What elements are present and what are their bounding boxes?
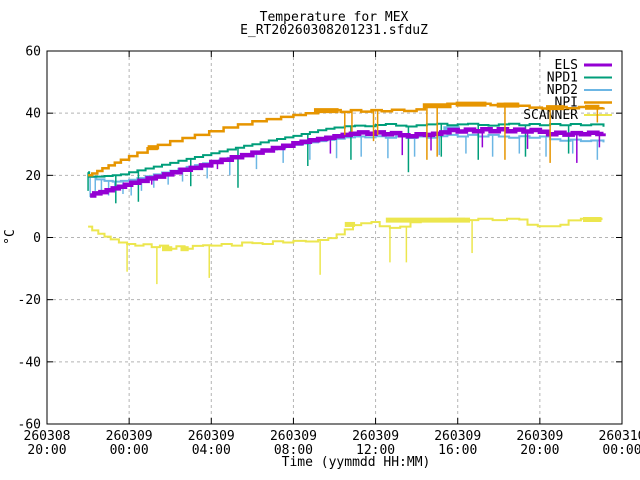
x-axis-label: Time (yymmdd HH:MM) — [282, 455, 431, 470]
legend-label-els: ELS — [555, 58, 578, 73]
x-tick-label-time: 20:00 — [520, 443, 559, 458]
x-tick-label-date: 260309 — [270, 429, 317, 444]
x-tick-label-date: 260309 — [188, 429, 235, 444]
x-tick-label-date: 260309 — [352, 429, 399, 444]
x-tick-label-date: 260309 — [434, 429, 481, 444]
chart-title: Temperature for MEX — [260, 10, 409, 25]
y-tick-label: 20 — [25, 169, 41, 184]
x-tick-label-date: 260309 — [106, 429, 153, 444]
x-tick-label-time: 00:00 — [602, 443, 640, 458]
series-layer — [87, 101, 606, 285]
x-tick-label-date: 260308 — [24, 429, 71, 444]
grid-layer — [47, 51, 622, 424]
x-tick-label-time: 16:00 — [438, 443, 477, 458]
series-npd1-line — [88, 122, 605, 178]
x-tick-label-time: 20:00 — [27, 443, 66, 458]
series-scanner — [88, 216, 603, 285]
x-tick-label-time: 12:00 — [356, 443, 395, 458]
chart-subtitle: E_RT20260308201231.sfduZ — [240, 23, 428, 38]
plot-frame — [46, 50, 623, 425]
series-npi — [88, 101, 605, 177]
series-els-line — [90, 127, 606, 198]
series-scanner-line — [88, 217, 603, 250]
y-tick-label: 60 — [25, 45, 41, 60]
x-tick-label-time: 00:00 — [110, 443, 149, 458]
y-tick-label: -60 — [18, 418, 41, 433]
x-tick-label-time: 08:00 — [274, 443, 313, 458]
y-tick-label: 0 — [33, 231, 41, 246]
y-tick-label: 40 — [25, 107, 41, 122]
y-tick-label: -20 — [18, 293, 41, 308]
legend: ELSNPD1NPD2NPISCANNER — [523, 58, 612, 123]
y-tick-label: -40 — [18, 355, 41, 370]
series-els — [90, 127, 606, 198]
y-axis-label: °C — [3, 229, 18, 245]
x-tick-label-date: 260309 — [516, 429, 563, 444]
x-tick-label-time: 04:00 — [192, 443, 231, 458]
legend-label-npd1: NPD1 — [547, 71, 578, 86]
legend-label-npd2: NPD2 — [547, 83, 578, 98]
tick-labels: 26030820:0026030900:0026030904:002603090… — [18, 45, 640, 459]
